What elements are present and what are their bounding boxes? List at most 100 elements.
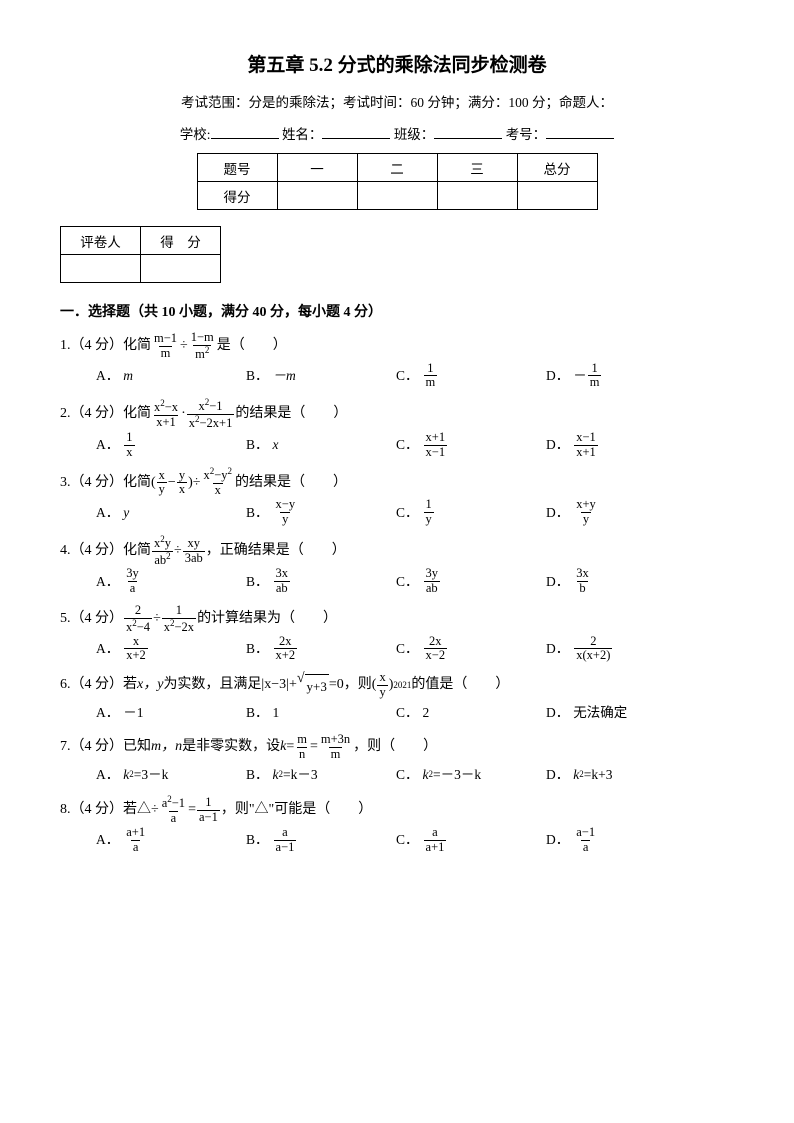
opt-a: A．xx+2 <box>96 635 246 664</box>
name-blank <box>322 125 390 139</box>
q5-pre: 5.（4 分） <box>60 606 123 633</box>
v: 2 <box>423 700 430 726</box>
sqrt: √y+3 <box>297 672 329 700</box>
opt-c: C．3yab <box>396 567 546 596</box>
school-blank <box>211 125 279 139</box>
opt-d: D．－1m <box>546 362 696 391</box>
frac: x2−xx+1 <box>152 399 180 430</box>
q3-post: 的结果是（ ） <box>235 470 347 497</box>
d: m <box>195 347 205 361</box>
opt-d: D．3xb <box>546 567 696 596</box>
dot: · <box>181 401 186 428</box>
q7-post: ，则（ ） <box>353 734 437 761</box>
opt-c: C．1m <box>396 362 546 391</box>
v: 无法确定 <box>573 700 627 726</box>
th-1: 一 <box>277 154 357 182</box>
opt-b: B．2xx+2 <box>246 635 396 664</box>
xy: x，y <box>137 672 163 699</box>
frac: 1a−1 <box>197 796 220 825</box>
opt-b: B．－m <box>246 362 396 391</box>
frac: x2−y2x <box>201 467 234 498</box>
q1-pre: 1.（4 分）化简 <box>60 333 151 360</box>
th-3: 三 <box>437 154 517 182</box>
id-label: 考号： <box>506 127 547 142</box>
th-total: 总分 <box>517 154 597 182</box>
question-2: 2.（4 分）化简 x2−xx+1 · x2−1x2−2x+1 的结果是（ ） … <box>60 398 734 459</box>
opt-b: B．aa−1 <box>246 826 396 855</box>
opt-d: D．x−1x+1 <box>546 431 696 460</box>
question-5: 5.（4 分） 2x2−4÷ 1x2−2x 的计算结果为（ ） A．xx+2 B… <box>60 604 734 663</box>
num: m−1 <box>152 332 179 346</box>
opt-d: D．x+yy <box>546 498 696 527</box>
q1-options: A．m B．－m C．1m D．－1m <box>96 362 734 391</box>
frac: x2−1x2−2x+1 <box>187 398 235 431</box>
opt-d: D．a−1a <box>546 826 696 855</box>
frac: m+3nm <box>319 733 352 762</box>
q6-post: 的值是（ ） <box>411 672 509 699</box>
class-label: 班级： <box>394 127 435 142</box>
n2: −x <box>165 400 178 414</box>
q8-pre: 8.（4 分）若△÷ <box>60 797 159 824</box>
div: ÷ <box>180 333 188 360</box>
opt-a: A．k2=3－k <box>96 762 246 788</box>
opt-c: C．aa+1 <box>396 826 546 855</box>
opt-a: A．－1 <box>96 700 246 726</box>
cell <box>61 255 141 283</box>
cell <box>437 182 517 210</box>
sup: 2 <box>205 345 210 355</box>
eq2: = <box>310 734 318 761</box>
q3-options: A．y B．x−yy C．1y D．x+yy <box>96 498 734 527</box>
th-2: 二 <box>357 154 437 182</box>
frac: x2yab2 <box>152 535 173 568</box>
q1-frac2: 1−m m2 <box>189 331 216 362</box>
grader-label: 评卷人 <box>61 227 141 255</box>
q8-options: A．a+1a B．aa−1 C．aa+1 D．a−1a <box>96 826 734 855</box>
q7-pre: 7.（4 分）已知 <box>60 734 151 761</box>
q1-frac1: m−1m <box>152 332 179 361</box>
q4-options: A．3ya B．3xab C．3yab D．3xb <box>96 567 734 596</box>
page-title: 第五章 5.2 分式的乘除法同步检测卷 <box>60 50 734 77</box>
question-3: 3.（4 分）化简 ( xy−yx )÷ x2−y2x 的结果是（ ） A．y … <box>60 467 734 526</box>
q5-options: A．xx+2 B．2xx+2 C．2xx−2 D．2x(x+2) <box>96 635 734 664</box>
v: －1 <box>123 700 143 726</box>
cell <box>517 182 597 210</box>
frac: 1x2−2x <box>162 604 196 635</box>
opt-b: B．1 <box>246 700 396 726</box>
opt-d: D．无法确定 <box>546 700 696 726</box>
th-num: 题号 <box>197 154 277 182</box>
question-6: 6.（4 分）若 x，y 为实数，且满足|x−3|+ √y+3 =0，则 ( x… <box>60 671 734 725</box>
opt-c: C．1y <box>396 498 546 527</box>
opt-b: B．k2=k－3 <box>246 762 396 788</box>
exam-info: 考试范围：分是的乘除法；考试时间：60 分钟；满分：100 分；命题人： <box>60 91 734 111</box>
opt-d: D．k2=k+3 <box>546 762 696 788</box>
question-8: 8.（4 分）若△÷ a2−1a = 1a−1 ，则"△"可能是（ ） A．a+… <box>60 795 734 854</box>
cell <box>357 182 437 210</box>
question-7: 7.（4 分）已知 m，n 是非零实数，设 k = mn = m+3nm ，则（… <box>60 733 734 787</box>
opt-a: A．1x <box>96 431 246 460</box>
question-1: 1.（4 分）化简 m−1m ÷ 1−mm2 是（ ） A．m B．－m C．1… <box>60 331 734 390</box>
rp: ) <box>188 470 193 497</box>
p: =3－k <box>134 762 169 788</box>
frac: xy <box>157 469 167 498</box>
val: －m <box>273 363 296 389</box>
cell <box>277 182 357 210</box>
opt-a: A．m <box>96 362 246 391</box>
frac: mn <box>295 733 309 762</box>
v: 1 <box>273 700 280 726</box>
frac: a2−1a <box>160 795 187 826</box>
arg: y+3 <box>305 674 329 700</box>
q4-post: ，正确结果是（ ） <box>206 538 346 565</box>
eq: = <box>286 734 294 761</box>
num: 1−m <box>189 331 216 345</box>
p: =k－3 <box>283 762 318 788</box>
score-table: 题号 一 二 三 总分 得分 <box>197 153 598 210</box>
p: =k+3 <box>584 762 613 788</box>
lp: ( <box>151 470 156 497</box>
n2: −1 <box>209 399 222 413</box>
q5-post: 的计算结果为（ ） <box>197 606 337 633</box>
frac: yx <box>177 469 187 498</box>
q6-mid: 为实数，且满足|x−3|+ <box>163 672 296 699</box>
opt-c: C．2 <box>396 700 546 726</box>
fill-line: 学校: 姓名： 班级： 考号： <box>60 123 734 143</box>
opt-a: A．y <box>96 498 246 527</box>
